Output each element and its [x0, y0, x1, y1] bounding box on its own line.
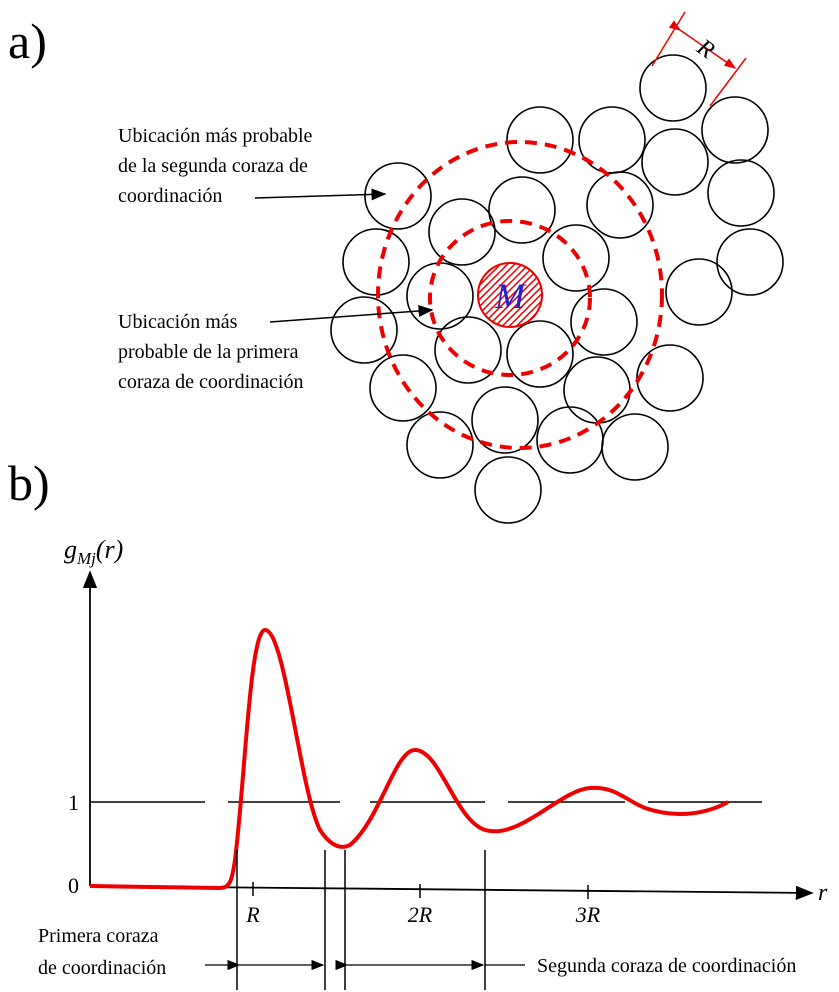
- shell-label: de coordinación: [38, 957, 166, 979]
- particles: [330, 54, 784, 524]
- particle: [369, 354, 437, 422]
- pointer: [269, 305, 434, 323]
- dimension-line: [709, 57, 747, 107]
- note: probable de la primera: [118, 341, 299, 363]
- particle: [342, 228, 410, 296]
- particle: [563, 356, 631, 424]
- particle: [665, 258, 733, 326]
- shell-bounds: [236, 850, 486, 990]
- radius-label: R: [691, 34, 719, 64]
- center-particle: [477, 262, 543, 328]
- note: Ubicación más: [118, 311, 238, 333]
- particle: [636, 344, 704, 412]
- particle: [506, 320, 574, 388]
- x-tick-label: 3R: [575, 902, 601, 927]
- shell-label: Primera coraza: [38, 925, 159, 947]
- particle: [428, 198, 496, 266]
- y-symbol: g: [64, 535, 77, 564]
- panel-a: a) M R Ubicación más probable de la segu…: [8, 11, 784, 524]
- y-axis-label: gMj(r): [64, 535, 123, 568]
- y-argument: (r): [96, 535, 123, 564]
- particle: [364, 162, 432, 230]
- second-shell: [376, 140, 664, 450]
- panel-label: a): [8, 13, 47, 69]
- panel-label: b): [8, 455, 50, 511]
- particle: [639, 54, 707, 122]
- dimension-arrow: [668, 20, 737, 69]
- note: coraza de coordinación: [118, 371, 303, 393]
- x-ticks: [252, 882, 589, 899]
- y-tick-label: 0: [68, 873, 79, 898]
- particle: [471, 386, 539, 454]
- y-subscript: Mj: [76, 549, 96, 568]
- particle: [586, 171, 654, 239]
- particle: [406, 411, 474, 479]
- x-tick-label: R: [245, 902, 260, 927]
- particle: [488, 176, 556, 244]
- y-tick-label: 1: [68, 790, 79, 815]
- particle: [641, 128, 709, 196]
- particle: [707, 159, 775, 227]
- rdf-curve: [89, 627, 729, 891]
- particle: [474, 456, 542, 524]
- particle: [330, 296, 398, 364]
- center-label: M: [494, 276, 527, 316]
- particle: [701, 96, 769, 164]
- particle: [434, 316, 502, 384]
- particle: [601, 413, 669, 481]
- first-shell: [428, 219, 592, 377]
- shell-label: Segunda coraza de coordinación: [537, 955, 796, 977]
- note: Ubicación más probable: [118, 125, 312, 147]
- dimension-line: [651, 11, 686, 67]
- note: coordinación: [118, 185, 222, 207]
- x-tick-label: 2R: [408, 902, 433, 927]
- x-axis-label: r: [818, 880, 828, 906]
- note: de la segunda coraza de: [118, 155, 308, 177]
- particle: [570, 288, 638, 356]
- particle: [716, 228, 784, 296]
- particle: [506, 106, 574, 174]
- panel-b: b) gMj(r) r 0 1 R 2R 3R Primera coraza d…: [8, 455, 828, 990]
- particle: [542, 224, 610, 292]
- particle: [406, 262, 474, 330]
- pointer: [254, 188, 387, 201]
